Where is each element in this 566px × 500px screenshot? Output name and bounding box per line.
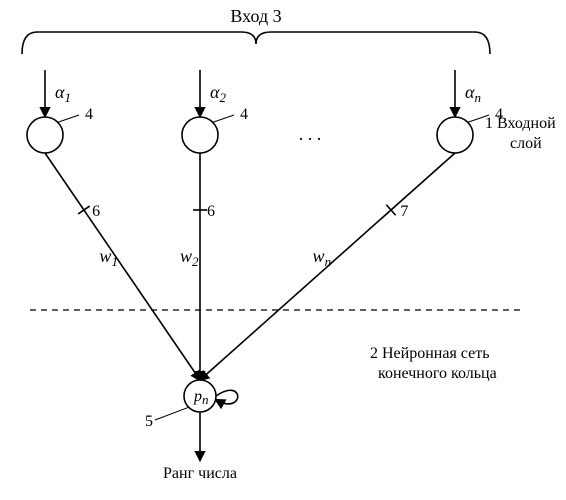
- output-label: Ранг числа: [163, 465, 237, 482]
- edge-tick-label-3: 7: [400, 203, 408, 220]
- canvas-bg: [0, 0, 566, 500]
- input-layer-label-1: 1 Входной: [485, 115, 556, 132]
- input-node-number-1: 4: [85, 106, 93, 123]
- input-node-number-2: 4: [240, 106, 248, 123]
- lower-net-label-2: конечного кольца: [378, 365, 497, 382]
- brace-label: Вход 3: [230, 6, 281, 26]
- ellipsis: . . .: [299, 124, 322, 144]
- edge-tick-label-1: 6: [92, 203, 100, 220]
- output-node-number: 5: [145, 413, 153, 430]
- lower-net-label-1: 2 Нейронная сеть: [370, 345, 490, 362]
- edge-tick-label-2: 6: [207, 203, 215, 220]
- input-layer-label-2: слой: [510, 135, 542, 152]
